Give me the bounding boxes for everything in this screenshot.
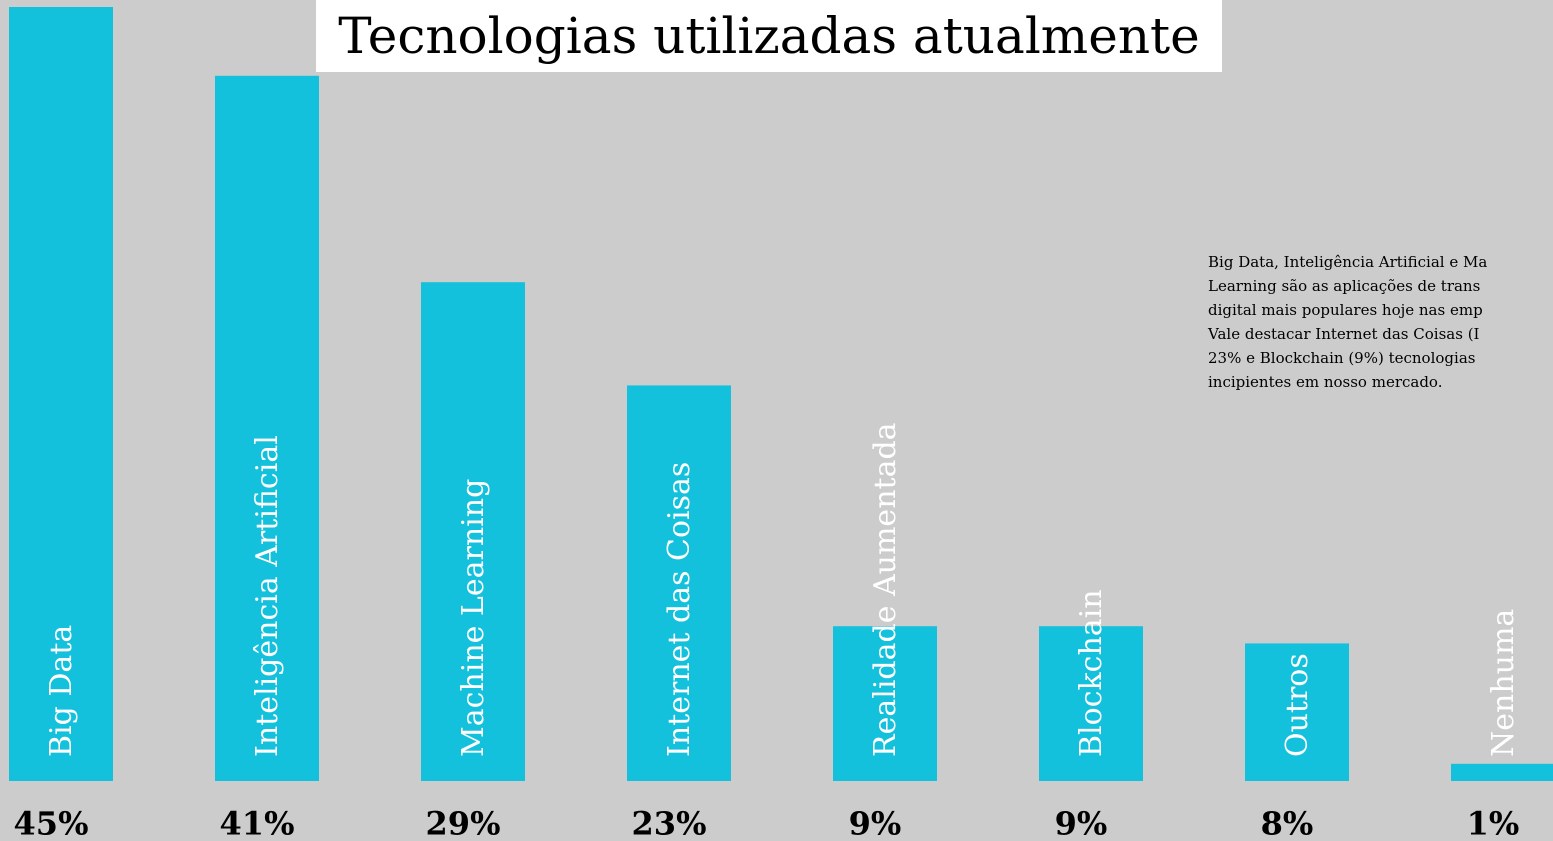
annotation-line: incipientes em nosso mercado. [1208, 373, 1442, 391]
value-label: 9% [849, 805, 902, 841]
value-label: 41% [220, 805, 295, 841]
category-label: Big Data [44, 625, 79, 757]
category-label: Realidade Aumentada [868, 422, 903, 757]
value-label: 45% [14, 805, 89, 841]
bar [1451, 763, 1553, 781]
category-label: Blockchain [1074, 589, 1109, 757]
category-label: Inteligência Artificial [250, 435, 285, 757]
bar [215, 75, 319, 782]
category-label: Outros [1280, 653, 1315, 757]
bar [1245, 643, 1349, 781]
value-label: 23% [632, 805, 707, 841]
title-box [316, 0, 1222, 72]
category-label: Machine Learning [456, 479, 491, 757]
annotation-line: Learning são as aplicações de trans [1208, 277, 1480, 295]
category-label: Nenhuma [1486, 609, 1521, 757]
bar [627, 385, 731, 781]
bar [1039, 626, 1143, 781]
category-label: Internet das Coisas [662, 462, 697, 757]
value-label: 1% [1467, 805, 1520, 841]
chart-title: Tecnologias utilizadas atualmente [338, 7, 1199, 65]
bar [9, 7, 113, 781]
annotation-line: Big Data, Inteligência Artificial e Ma [1208, 253, 1487, 271]
annotation-line: 23% e Blockchain (9%) tecnologias [1208, 349, 1475, 367]
value-label: 9% [1055, 805, 1108, 841]
bar [421, 282, 525, 781]
annotation-line: digital mais populares hoje nas emp [1208, 301, 1483, 319]
value-label: 29% [426, 805, 501, 841]
value-label: 8% [1261, 805, 1314, 841]
annotation-line: Vale destacar Internet das Coisas (I [1207, 325, 1480, 343]
bar [833, 626, 937, 781]
